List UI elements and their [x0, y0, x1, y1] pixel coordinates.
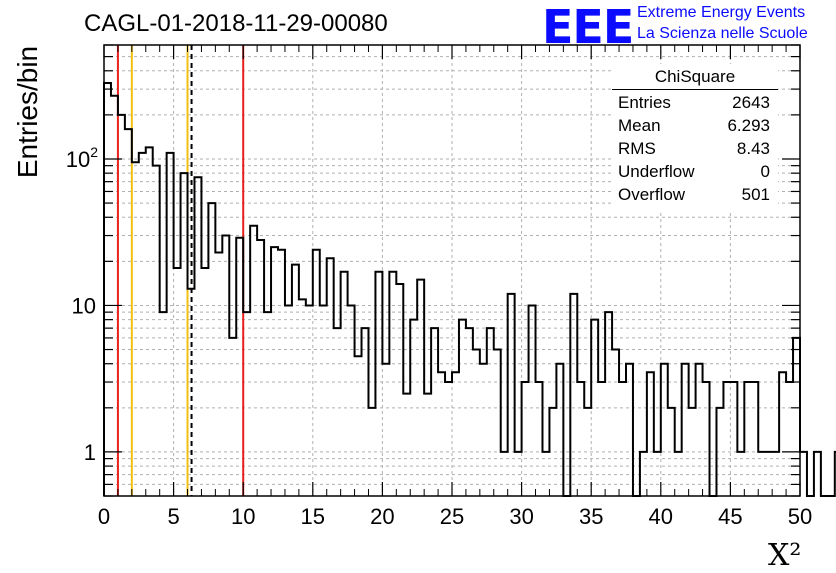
stats-value: 0	[760, 162, 770, 181]
stats-value: 8.43	[736, 139, 770, 158]
x-tick-label: 50	[788, 504, 812, 529]
stats-key: RMS	[618, 139, 656, 158]
x-tick-label: 30	[509, 504, 533, 529]
grid-lines	[104, 44, 800, 497]
y-axis-label: Entries/bin	[12, 45, 43, 179]
x-tick-label: 0	[98, 504, 110, 529]
stats-value: 2643	[732, 93, 770, 112]
x-tick-label: 5	[167, 504, 179, 529]
x-tick-label: 20	[370, 504, 394, 529]
y-tick-label: 102	[66, 144, 98, 172]
logo-subtitle-1: Extreme Energy Events	[637, 4, 806, 21]
reference-lines	[116, 45, 245, 496]
chart-title: CAGL-01-2018-11-29-00080	[84, 10, 388, 37]
y-tick-exponent: 2	[90, 144, 98, 160]
stats-box: ChiSquare Entries 2643 Mean 6.293 RMS 8.…	[612, 64, 778, 210]
logo-subtitle-2: La Scienza nelle Scuole	[637, 25, 808, 42]
axis-ticks	[103, 44, 801, 497]
stats-key: Mean	[618, 116, 661, 135]
stats-key: Overflow	[618, 185, 686, 204]
x-tick-label: 35	[579, 504, 603, 529]
x-axis-label: X²	[768, 538, 802, 573]
y-tick-label: 1	[84, 440, 96, 465]
x-tick-label: 15	[301, 504, 325, 529]
x-tick-label: 40	[649, 504, 673, 529]
y-tick-label: 10	[72, 293, 96, 318]
stats-value: 6.293	[727, 116, 770, 135]
stats-key: Entries	[618, 93, 671, 112]
x-tick-label: 45	[718, 504, 742, 529]
stats-title: ChiSquare	[654, 67, 736, 86]
x-tick-label: 10	[231, 504, 255, 529]
x-tick-label: 25	[440, 504, 464, 529]
stats-key: Underflow	[618, 162, 695, 181]
stats-divider	[612, 89, 778, 90]
stats-value: 501	[741, 185, 770, 204]
